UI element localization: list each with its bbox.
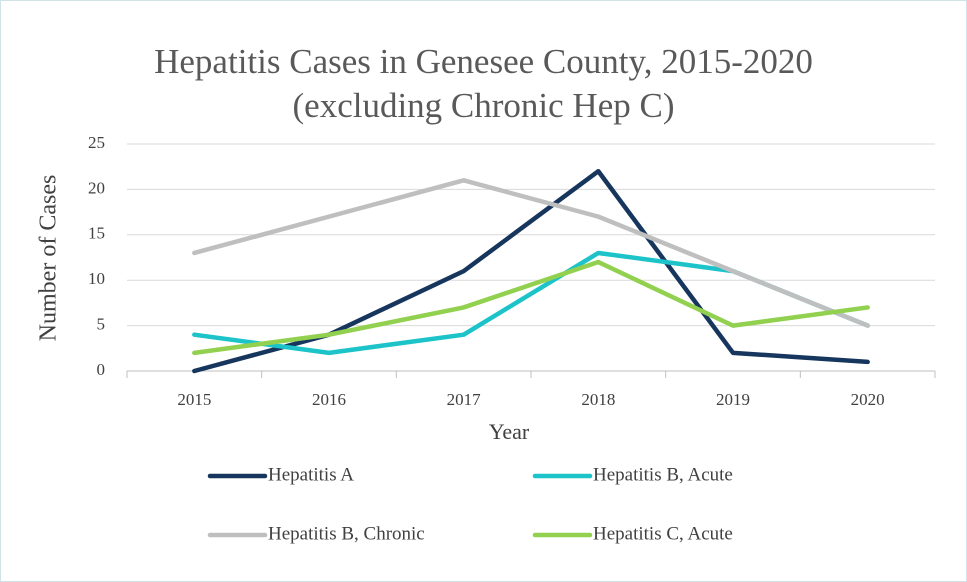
legend-label: Hepatitis B, Acute [593, 464, 733, 485]
series-line [192, 168, 870, 374]
y-tick-label: 20 [88, 178, 105, 197]
y-tick-label: 10 [88, 269, 105, 288]
legend-label: Hepatitis B, Chronic [268, 523, 425, 544]
chart-title: Hepatitis Cases in Genesee County, 2015-… [154, 42, 813, 125]
series-line [192, 259, 870, 356]
x-tick-label: 2015 [177, 390, 211, 409]
legend-label: Hepatitis C, Acute [593, 523, 733, 544]
x-tick-label: 2018 [581, 390, 615, 409]
y-tick-label: 5 [97, 315, 106, 334]
y-axis-label: Number of Cases [36, 175, 62, 342]
legend-label: Hepatitis A [268, 464, 354, 485]
y-tick-label: 0 [97, 360, 106, 379]
x-tick-label: 2020 [851, 390, 885, 409]
y-tick-label: 15 [88, 224, 105, 243]
x-tick-label: 2017 [447, 390, 482, 409]
series-line [192, 178, 870, 328]
x-axis-label: Year [489, 419, 530, 444]
x-tick-label: 2019 [716, 390, 750, 409]
x-tick-label: 2016 [312, 390, 346, 409]
y-tick-label: 25 [88, 133, 105, 152]
